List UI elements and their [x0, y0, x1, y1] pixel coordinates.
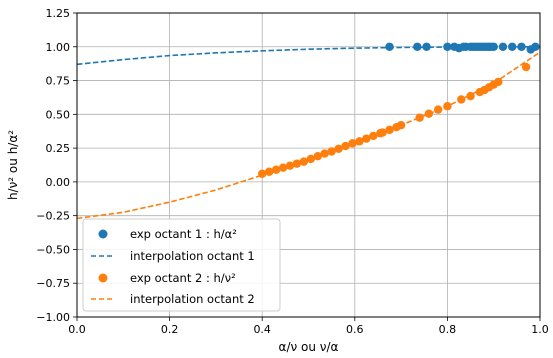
x-tick-label: 1.0: [531, 323, 549, 336]
x-axis-label: α/ν ou ν/α: [279, 340, 339, 354]
y-tick-label: 0.75: [46, 75, 71, 88]
legend-box: [82, 218, 281, 312]
series-2-point: [348, 139, 357, 148]
series-2-point: [424, 109, 434, 118]
series-2-point: [285, 161, 295, 170]
plot-series: [77, 42, 540, 220]
series-2-point: [369, 131, 378, 141]
legend: exp octant 1 : h/α² interpolation octant…: [82, 218, 281, 312]
legend-marker-exp-octant-2: [98, 273, 108, 283]
y-tick-label: 0.25: [46, 142, 71, 155]
series-2-point: [457, 95, 466, 104]
series-2-point: [278, 163, 288, 172]
series-0-point: [508, 42, 517, 51]
legend-label-exp-octant-2: exp octant 2 : h/ν²: [130, 271, 236, 285]
y-tick-label: 1.00: [46, 41, 71, 54]
x-tick-label: 0.2: [161, 323, 179, 336]
series-2-point: [320, 149, 329, 158]
y-tick-label: 0.00: [46, 176, 71, 189]
series-2-point: [396, 120, 406, 130]
series-2-point: [466, 91, 475, 101]
series-2-point: [264, 167, 274, 176]
series-0-point: [489, 42, 498, 51]
series-2-point: [334, 144, 343, 153]
series-0-point: [443, 42, 452, 51]
series-2-point: [271, 165, 281, 174]
x-tick-label: 0.4: [253, 323, 271, 336]
series-2-point: [299, 157, 309, 166]
series-2-point: [443, 102, 452, 111]
y-tick-label: 0.50: [46, 108, 71, 121]
series-2-point: [521, 62, 531, 72]
series-2-point: [313, 152, 322, 161]
series-0-point: [413, 42, 422, 51]
y-tick-label: 1.25: [46, 7, 71, 20]
x-tick-label: 0.8: [439, 323, 457, 336]
x-tick-label: 0.6: [346, 323, 364, 336]
legend-label-interp-octant-1: interpolation octant 1: [130, 249, 255, 263]
series-2-point: [378, 128, 387, 137]
series-2-point: [415, 113, 424, 122]
series-0-point: [422, 42, 431, 51]
y-tick-label: −1.00: [36, 311, 70, 324]
series-0-point: [385, 42, 394, 51]
series-2-point: [433, 105, 443, 114]
y-tick-label: −0.25: [36, 210, 70, 223]
series-0-point: [498, 42, 508, 51]
series-line-3: [77, 51, 540, 220]
y-tick-label: −0.50: [36, 243, 70, 256]
series-2-point: [292, 159, 302, 168]
x-tick-label: 0.0: [68, 323, 86, 336]
legend-entry-interp-octant-2: interpolation octant 2: [91, 292, 255, 306]
series-2-point: [258, 169, 267, 178]
series-2-point: [355, 137, 364, 146]
series-2-point: [341, 141, 350, 151]
legend-marker-exp-octant-1: [98, 229, 108, 239]
series-2-point: [362, 134, 371, 143]
legend-label-exp-octant-1: exp octant 1 : h/α²: [130, 227, 237, 241]
series-2-point: [494, 77, 503, 87]
series-2-point: [327, 147, 336, 156]
legend-entry-exp-octant-1: exp octant 1 : h/α²: [98, 227, 237, 241]
series-2-point: [306, 154, 316, 164]
series-0-point: [517, 42, 526, 51]
axis-ticks: 0.0 0.2 0.4 0.6 0.8 1.0 −1.00 −0.75 −0.50 −0.25 0.…: [36, 7, 548, 336]
legend-label-interp-octant-2: interpolation octant 2: [130, 292, 255, 306]
y-axis-label: h/ν² ou h/α²: [6, 130, 20, 200]
y-tick-label: −0.75: [36, 277, 70, 290]
legend-entry-interp-octant-1: interpolation octant 1: [91, 249, 255, 263]
series-0-point: [531, 42, 540, 51]
plot-frame: [76, 12, 541, 318]
legend-entry-exp-octant-2: exp octant 2 : h/ν²: [98, 271, 236, 285]
series-2-point: [385, 125, 394, 135]
